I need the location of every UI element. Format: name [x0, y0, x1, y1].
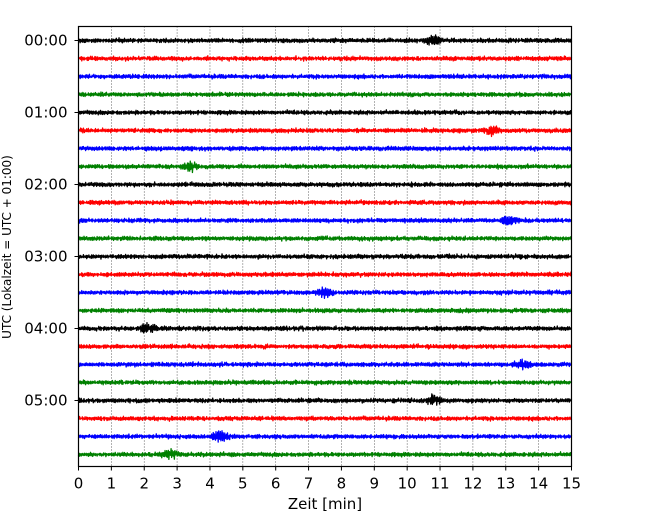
x-tick-label: 7	[304, 475, 314, 493]
x-axis-ticks: 0 1 2 3 4 5 6 7 8 9 10 11 12 13 14 15	[74, 466, 581, 493]
seismogram-trace	[77, 286, 573, 300]
x-tick-label: 6	[271, 475, 281, 493]
grid-lines	[111, 26, 539, 467]
seismogram-trace	[77, 430, 573, 443]
x-tick-label: 10	[398, 475, 417, 493]
seismogram-trace	[77, 145, 573, 152]
x-axis-label: Zeit [min]	[288, 495, 362, 513]
seismogram-trace	[77, 393, 573, 406]
seismogram-trace	[77, 447, 572, 461]
seismogram-trace	[77, 271, 573, 278]
seismogram-trace	[77, 379, 573, 386]
x-tick-label: 1	[107, 475, 117, 493]
x-tick-label: 3	[172, 475, 182, 493]
x-tick-label: 15	[562, 475, 581, 493]
x-tick-label: 14	[529, 475, 548, 493]
plot-frame	[77, 25, 573, 468]
y-tick-label: 05:00	[24, 392, 67, 410]
seismogram-trace	[77, 160, 572, 174]
y-axis-ticks: 00:00 01:00 02:00 03:00 04:00 05:00	[24, 32, 79, 410]
seismogram-trace	[77, 125, 573, 138]
y-tick-label: 00:00	[24, 32, 67, 50]
y-tick-label: 04:00	[24, 320, 67, 338]
x-tick-label: 9	[370, 475, 380, 493]
seismogram-trace	[77, 34, 573, 46]
seismogram-trace	[78, 91, 573, 98]
x-tick-label: 11	[430, 475, 449, 493]
x-tick-label: 5	[238, 475, 248, 493]
seismogram-trace	[77, 343, 573, 350]
seismogram-traces	[77, 34, 573, 461]
x-tick-label: 12	[463, 475, 482, 493]
x-tick-label: 2	[139, 475, 149, 493]
seismogram-trace	[78, 109, 573, 116]
y-tick-label: 03:00	[24, 248, 67, 266]
x-tick-label: 8	[337, 475, 347, 493]
x-tick-label: 13	[496, 475, 515, 493]
seismogram-trace	[77, 73, 573, 80]
y-axis-label: UTC (Lokalzeit = UTC + 01:00)	[0, 155, 14, 339]
seismogram-trace	[77, 199, 572, 206]
seismogram-trace	[77, 181, 573, 188]
seismogram-trace	[78, 415, 573, 422]
seismogram-trace	[77, 321, 573, 334]
x-tick-label: 4	[205, 475, 215, 493]
y-tick-label: 02:00	[24, 176, 67, 194]
seismogram-trace	[77, 253, 573, 260]
seismogram-trace	[77, 55, 573, 62]
seismogram-trace	[77, 235, 572, 242]
seismogram-trace	[77, 307, 573, 314]
x-tick-label: 0	[74, 475, 84, 493]
seismogram-trace	[77, 358, 573, 371]
seismogram-trace	[77, 215, 572, 226]
y-tick-label: 01:00	[24, 104, 67, 122]
